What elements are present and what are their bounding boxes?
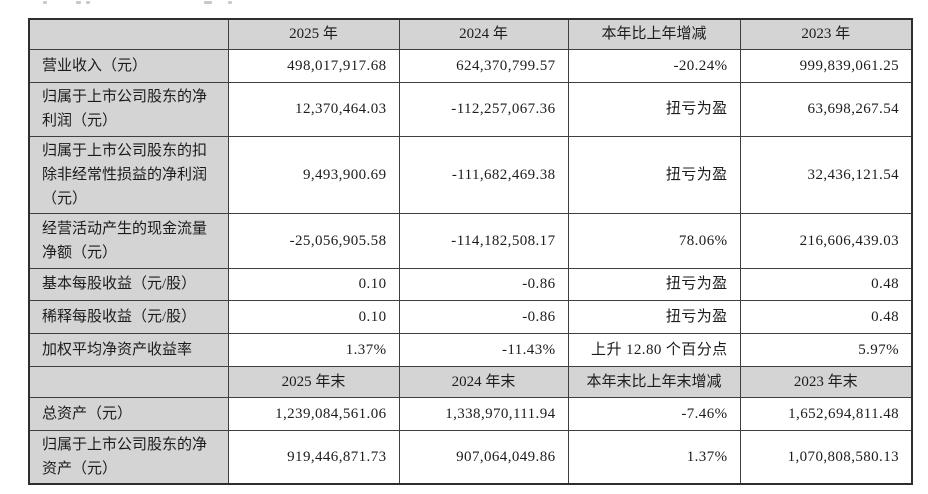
value-cell: 1,239,084,561.06	[227, 396, 400, 431]
row-label: 归属于上市公司股东的净资产（元）	[28, 429, 229, 485]
value-cell: 32,436,121.54	[739, 135, 913, 214]
value-cell: 907,064,049.86	[398, 429, 569, 485]
value-cell: -112,257,067.36	[398, 81, 569, 137]
column-header: 2024 年	[398, 18, 569, 50]
header-blank-cell	[28, 18, 229, 50]
table-row: 稀释每股收益（元/股） 0.10 -0.86 扭亏为盈 0.48	[28, 299, 913, 334]
clipped-text-fragment	[204, 1, 212, 4]
table-row: 营业收入（元） 498,017,917.68 624,370,799.57 -20.2…	[28, 48, 913, 83]
value-cell: 919,446,871.73	[227, 429, 400, 485]
clipped-text-top-edge	[0, 0, 928, 5]
table-row: 归属于上市公司股东的扣除非经常性损益的净利润（元） 9,493,900.69 -11…	[28, 135, 913, 214]
value-cell: 上升 12.80 个百分点	[567, 332, 741, 367]
column-header: 本年末比上年末增减	[567, 365, 741, 398]
value-cell: 扭亏为盈	[567, 81, 741, 137]
table-row: 归属于上市公司股东的净资产（元） 919,446,871.73 907,064,04…	[28, 429, 913, 485]
value-cell: -111,682,469.38	[398, 135, 569, 214]
value-cell: 扭亏为盈	[567, 267, 741, 301]
column-header: 2023 年末	[739, 365, 913, 398]
row-label: 经营活动产生的现金流量净额（元）	[28, 212, 229, 269]
row-label: 营业收入（元）	[28, 48, 229, 83]
column-header: 2025 年末	[227, 365, 400, 398]
column-header: 本年比上年增减	[567, 18, 741, 50]
row-label: 总资产（元）	[28, 396, 229, 431]
clipped-text-fragment	[43, 1, 47, 4]
value-cell: -11.43%	[398, 332, 569, 367]
value-cell: -20.24%	[567, 48, 741, 83]
value-cell: 扭亏为盈	[567, 299, 741, 334]
value-cell: -114,182,508.17	[398, 212, 569, 269]
table-row: 加权平均净资产收益率 1.37% -11.43% 上升 12.80 个百分点 5.97%	[28, 332, 913, 367]
value-cell: -0.86	[398, 267, 569, 301]
value-cell: 999,839,061.25	[739, 48, 913, 83]
value-cell: 1,652,694,811.48	[739, 396, 913, 431]
value-cell: 498,017,917.68	[227, 48, 400, 83]
value-cell: 0.48	[739, 267, 913, 301]
value-cell: 216,606,439.03	[739, 212, 913, 269]
value-cell: 5.97%	[739, 332, 913, 367]
financial-summary-table: 2025 年 2024 年本年比上年增减 2023 年营业收入（元） 498,017,…	[28, 18, 913, 485]
column-header: 2023 年	[739, 18, 913, 50]
value-cell: 1,338,970,111.94	[398, 396, 569, 431]
value-cell: 扭亏为盈	[567, 135, 741, 214]
value-cell: -7.46%	[567, 396, 741, 431]
table-header-row: 2025 年 2024 年本年比上年增减 2023 年	[28, 18, 913, 50]
value-cell: 0.10	[227, 267, 400, 301]
table-row: 归属于上市公司股东的净利润（元） 12,370,464.03 -112,257,06…	[28, 81, 913, 137]
row-label: 归属于上市公司股东的扣除非经常性损益的净利润（元）	[28, 135, 229, 214]
table-row: 经营活动产生的现金流量净额（元） -25,056,905.58 -114,182,5…	[28, 212, 913, 269]
row-label: 基本每股收益（元/股）	[28, 267, 229, 301]
value-cell: 78.06%	[567, 212, 741, 269]
value-cell: 1,070,808,580.13	[739, 429, 913, 485]
table-header-row: 2025 年末 2024 年末 本年末比上年末增减 2023 年末	[28, 365, 913, 398]
column-header: 2024 年末	[398, 365, 569, 398]
value-cell: 0.10	[227, 299, 400, 334]
table-row: 总资产（元） 1,239,084,561.06 1,338,970,111.94 -7…	[28, 396, 913, 431]
value-cell: 0.48	[739, 299, 913, 334]
value-cell: -0.86	[398, 299, 569, 334]
column-header: 2025 年	[227, 18, 400, 50]
value-cell: 1.37%	[567, 429, 741, 485]
value-cell: 12,370,464.03	[227, 81, 400, 137]
row-label: 稀释每股收益（元/股）	[28, 299, 229, 334]
clipped-text-fragment	[86, 1, 90, 4]
value-cell: -25,056,905.58	[227, 212, 400, 269]
clipped-text-fragment	[228, 1, 232, 4]
value-cell: 63,698,267.54	[739, 81, 913, 137]
row-label: 加权平均净资产收益率	[28, 332, 229, 367]
value-cell: 1.37%	[227, 332, 400, 367]
clipped-text-fragment	[76, 1, 81, 4]
value-cell: 624,370,799.57	[398, 48, 569, 83]
row-label: 归属于上市公司股东的净利润（元）	[28, 81, 229, 137]
value-cell: 9,493,900.69	[227, 135, 400, 214]
table-row: 基本每股收益（元/股） 0.10 -0.86 扭亏为盈 0.48	[28, 267, 913, 301]
header-blank-cell	[28, 365, 229, 398]
